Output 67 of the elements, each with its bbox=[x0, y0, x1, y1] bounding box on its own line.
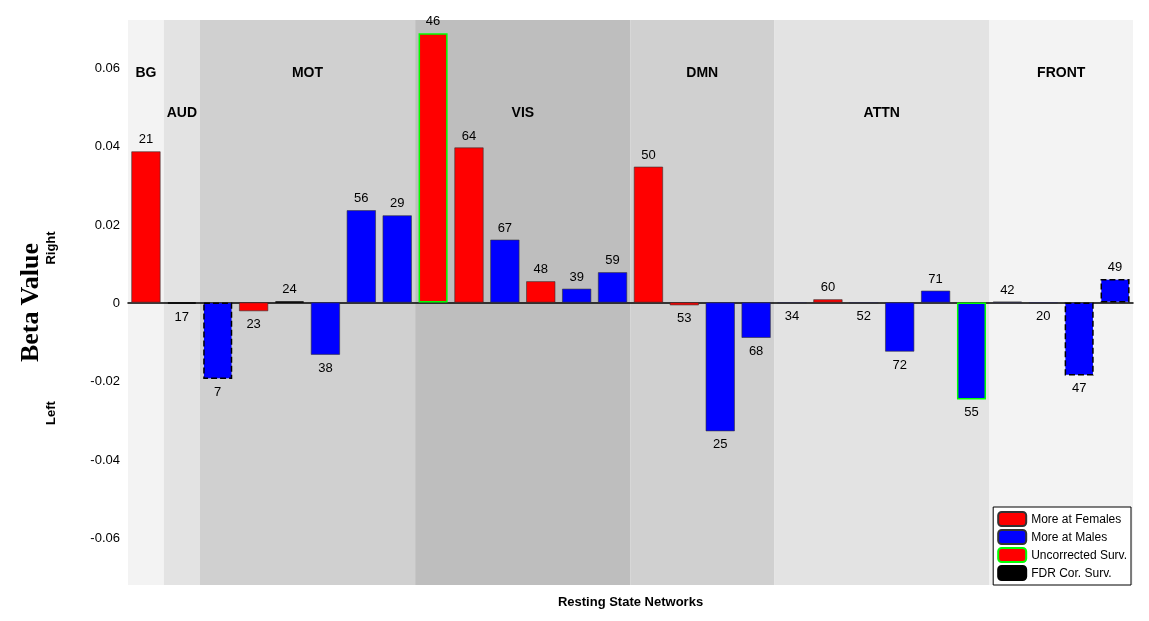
x-tick-label: 72 bbox=[892, 356, 907, 372]
x-tick-label: 21 bbox=[138, 131, 154, 147]
band-label: AUD bbox=[166, 104, 198, 120]
bar bbox=[813, 299, 843, 303]
bar bbox=[705, 302, 735, 432]
x-tick-label: 7 bbox=[214, 384, 222, 400]
y-tick-label: -0.02 bbox=[90, 373, 120, 389]
x-tick-label: 24 bbox=[282, 281, 297, 297]
x-tick-label: 60 bbox=[820, 279, 836, 295]
x-tick-label: 46 bbox=[425, 13, 441, 29]
bar bbox=[346, 210, 376, 303]
x-tick-label: 67 bbox=[497, 219, 513, 235]
x-tick-label: 17 bbox=[174, 308, 190, 324]
y-tick-label: 0 bbox=[112, 295, 120, 310]
band-label: MOT bbox=[291, 64, 324, 80]
band-label: ATTN bbox=[863, 104, 900, 120]
x-tick-label: 68 bbox=[748, 342, 764, 358]
text: Right bbox=[42, 230, 58, 265]
x-tick-label: 59 bbox=[605, 252, 620, 268]
x-tick-label: 50 bbox=[641, 146, 656, 162]
x-tick-label: 64 bbox=[461, 127, 477, 143]
x-tick-label: 39 bbox=[569, 268, 584, 284]
x-tick-label: 56 bbox=[354, 190, 369, 206]
y-tick-label: -0.04 bbox=[90, 451, 120, 467]
bar bbox=[633, 166, 663, 303]
bar bbox=[454, 147, 484, 303]
x-tick-label: 48 bbox=[533, 261, 548, 277]
legend-label: FDR Cor. Surv. bbox=[1031, 566, 1112, 580]
y-axis-title: Beta Value bbox=[14, 242, 44, 363]
y-tick-label: 0.06 bbox=[94, 59, 120, 75]
x-tick-label: 29 bbox=[389, 195, 405, 211]
x-axis-title: Resting State Networks bbox=[557, 594, 704, 609]
x-tick-label: 49 bbox=[1107, 258, 1123, 274]
x-tick-label: 25 bbox=[713, 436, 728, 452]
y-tick-label: 0.04 bbox=[94, 138, 120, 154]
y-tick-label: -0.06 bbox=[90, 530, 120, 546]
bar bbox=[490, 239, 520, 303]
band-label: DMN bbox=[686, 64, 719, 80]
x-tick-label: 71 bbox=[928, 270, 943, 286]
bar bbox=[598, 272, 628, 303]
y-tick-label: 0.02 bbox=[94, 216, 120, 232]
bar bbox=[310, 302, 340, 355]
x-tick-label: 34 bbox=[784, 308, 800, 324]
bar bbox=[921, 290, 951, 303]
band-label: BG bbox=[135, 64, 157, 80]
bar bbox=[131, 151, 161, 303]
legend-label: Uncorrected Surv. bbox=[1031, 548, 1127, 562]
x-tick-label: 55 bbox=[964, 404, 979, 420]
x-tick-label: 47 bbox=[1071, 380, 1087, 396]
bar bbox=[526, 281, 556, 303]
bar bbox=[382, 215, 412, 303]
x-tick-label: 53 bbox=[677, 310, 692, 326]
x-tick-label: 52 bbox=[856, 308, 872, 324]
bar bbox=[239, 302, 269, 312]
bar bbox=[669, 302, 699, 306]
x-tick-label: 23 bbox=[246, 316, 261, 332]
x-tick-label: 20 bbox=[1036, 308, 1051, 324]
legend-label: More at Females bbox=[1031, 512, 1122, 526]
x-tick-label: 38 bbox=[318, 359, 333, 375]
band-label: VIS bbox=[511, 104, 535, 120]
bar bbox=[741, 302, 771, 338]
legend-label: More at Males bbox=[1031, 530, 1108, 544]
text: Left bbox=[42, 400, 58, 425]
x-tick-label: 42 bbox=[1000, 281, 1015, 297]
band-label: FRONT bbox=[1037, 64, 1086, 80]
bar bbox=[562, 288, 592, 303]
bar bbox=[885, 302, 915, 352]
